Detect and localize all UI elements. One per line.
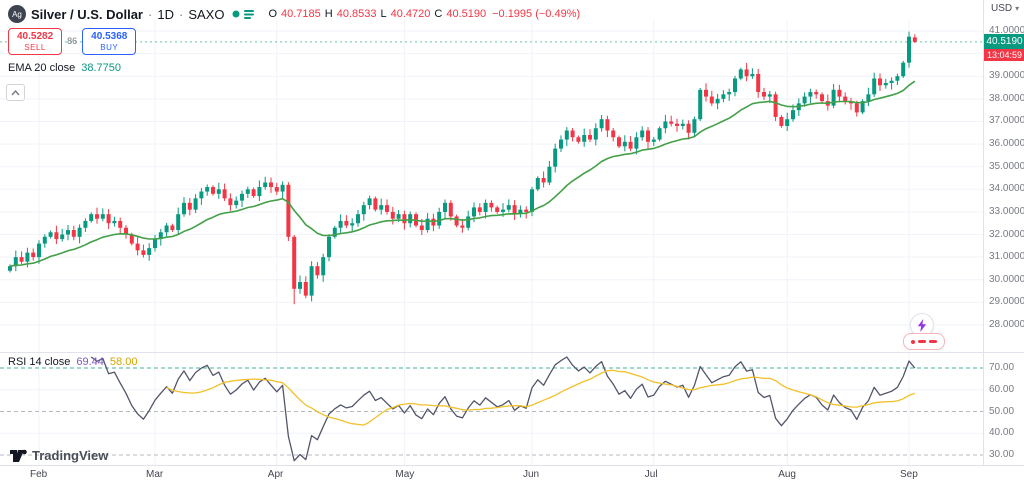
market-status-icon (231, 8, 257, 20)
ema-value: 38.7750 (81, 61, 122, 74)
bar-countdown-label: 13:04:59 (984, 48, 1024, 61)
order-dash-icon (929, 340, 937, 343)
separator-dot: · (148, 6, 153, 22)
price-tick-label: 33.0000 (989, 205, 1024, 217)
price-tick-label: 37.0000 (989, 115, 1024, 127)
ema-indicator-legend[interactable]: EMA 20 close 38.7750 (8, 62, 580, 74)
exchange[interactable]: SAXO (188, 6, 225, 22)
sell-label: SELL (24, 42, 46, 52)
high-value: 40.8533 (336, 8, 377, 20)
lightning-bolt-icon (917, 318, 927, 332)
rsi-value: 69.44 (76, 356, 104, 368)
buy-button[interactable]: 40.5368 BUY (82, 28, 137, 55)
rsi-tick-label: 70.00 (989, 362, 1015, 373)
tradingview-logo-text: TradingView (32, 448, 109, 463)
rsi-line (90, 356, 916, 462)
rsi-tick-label: 60.00 (989, 383, 1015, 395)
price-tick-label: 28.0000 (989, 319, 1024, 330)
month-label: Sep (900, 469, 918, 480)
timeframe[interactable]: 1D (157, 6, 174, 22)
buy-price: 40.5368 (91, 31, 128, 42)
month-label: Aug (778, 469, 796, 480)
pane-separator[interactable] (0, 352, 1024, 353)
time-axis[interactable]: Feb Mar Apr May Jun Jul Aug Sep (0, 465, 1024, 484)
currency-selector[interactable]: USD ▾ (991, 3, 1019, 14)
chevron-up-icon (11, 89, 20, 95)
legend: Ag Silver / U.S. Dollar · 1D · SAXO O 40.… (8, 5, 580, 74)
price-tick-label: 34.0000 (989, 183, 1024, 195)
sell-button[interactable]: 40.5282 SELL (8, 28, 63, 55)
pane-collapse-button[interactable] (6, 84, 25, 101)
month-label: Jul (644, 469, 658, 480)
open-value: 40.7185 (281, 8, 321, 20)
rsi-ma-value: 58.00 (109, 356, 138, 368)
price-tick-label: 29.0000 (989, 296, 1024, 308)
low-value: 40.4720 (390, 8, 431, 20)
chevron-down-icon: ▾ (1015, 4, 1020, 13)
currency-label: USD (991, 3, 1013, 14)
month-label: Mar (146, 469, 164, 480)
price-tick-label: 31.0000 (989, 251, 1024, 263)
symbol-title[interactable]: Silver / U.S. Dollar (31, 6, 143, 22)
price-tick-label: 41.0000 (989, 25, 1024, 36)
price-tick-label: 30.0000 (989, 273, 1024, 285)
rsi-tick-label: 50.00 (989, 405, 1015, 417)
ema-line (9, 80, 916, 267)
spread-value: 86 (67, 36, 78, 47)
close-label: C (434, 8, 443, 20)
price-axis[interactable]: USD ▾ 40.5190 13:04:59 41.000040.000039.… (983, 0, 1024, 465)
order-dot-icon (911, 339, 915, 344)
rsi-label: RSI 14 close (8, 356, 71, 368)
rsi-indicator-legend[interactable]: RSI 14 close 69.44 58.00 (8, 356, 137, 368)
price-tick-label: 32.0000 (989, 228, 1024, 240)
order-dash-icon (918, 340, 926, 343)
low-label: L (380, 8, 387, 20)
ohlc-values: O 40.7185 H 40.8533 L 40.4720 C 40.5190 −0.1… (268, 8, 580, 20)
high-label: H (324, 8, 333, 20)
price-tick-label: 38.0000 (989, 92, 1024, 104)
rsi-tick-label: 40.00 (989, 427, 1015, 439)
month-label: Feb (30, 469, 48, 480)
tradingview-mark-icon (10, 449, 27, 462)
price-tick-label: 39.0000 (989, 70, 1024, 82)
trade-buttons: 40.5282 SELL 86 40.5368 BUY (8, 28, 580, 55)
last-price-label: 40.5190 (984, 33, 1024, 49)
tradingview-logo[interactable]: TradingView (10, 448, 108, 463)
rsi-tick-label: 30.00 (989, 449, 1015, 460)
ema-label: EMA 20 close (8, 61, 76, 74)
sell-price: 40.5282 (17, 31, 54, 42)
open-label: O (268, 8, 277, 20)
rsi-ma-line (166, 369, 916, 426)
month-label: Apr (267, 469, 284, 480)
close-value: 40.5190 (446, 8, 487, 20)
order-panel-handle[interactable] (903, 333, 945, 350)
month-label: Jun (523, 469, 540, 480)
candles-group (8, 31, 917, 305)
price-tick-label: 35.0000 (989, 160, 1024, 172)
change-value: −0.1995 (−0.49%) (492, 8, 581, 20)
buy-label: BUY (100, 42, 119, 52)
separator-dot: · (178, 6, 184, 22)
instrument-logo: Ag (8, 5, 26, 23)
price-tick-label: 36.0000 (989, 138, 1024, 150)
month-label: May (395, 469, 415, 480)
symbol-row: Ag Silver / U.S. Dollar · 1D · SAXO O 40.… (8, 5, 580, 23)
